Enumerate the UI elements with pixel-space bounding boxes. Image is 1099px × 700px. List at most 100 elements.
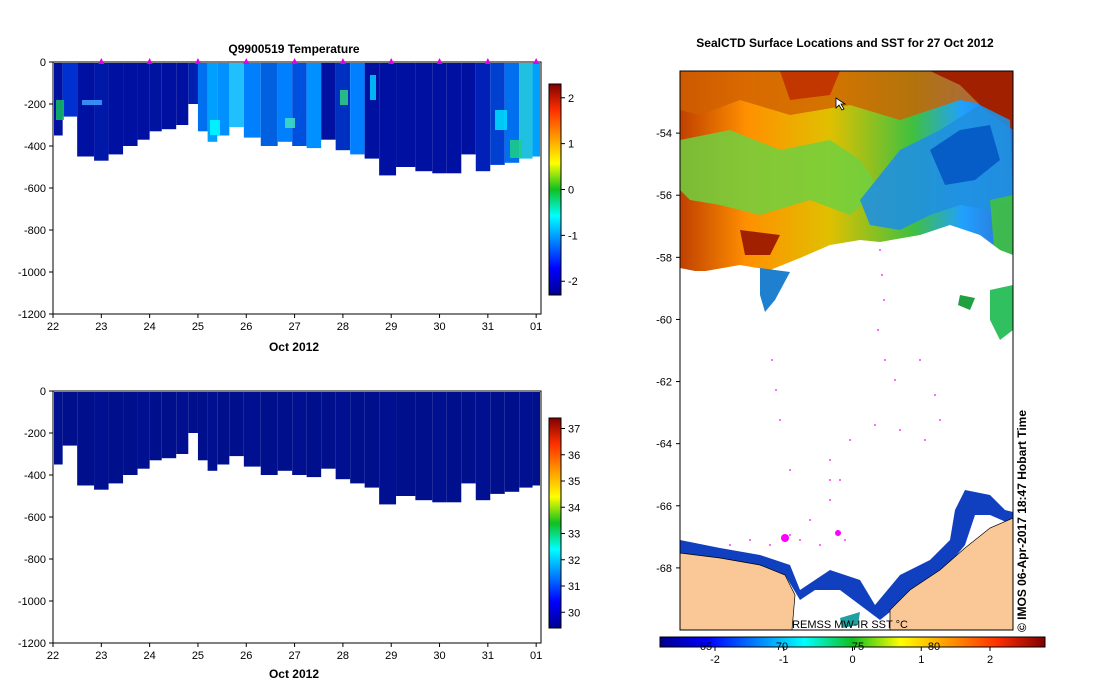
seal-position-cluster xyxy=(781,534,789,542)
salinity-y-tick-label: -600 xyxy=(24,512,46,524)
temperature-x-tick-label: 25 xyxy=(192,321,204,333)
temperature-anomaly-patch xyxy=(510,140,522,158)
salinity-profile-column xyxy=(292,392,307,475)
salinity-x-label: Oct 2012 xyxy=(269,667,319,681)
profile-marker xyxy=(339,58,346,64)
salinity-profile-column xyxy=(379,392,397,505)
temperature-profile-column xyxy=(306,63,322,149)
seal-track-point xyxy=(884,359,886,361)
seal-track-point xyxy=(881,274,883,276)
map-lat-tick-label: -68 xyxy=(656,563,672,575)
sst-colorbar-tick-label: 1 xyxy=(918,654,924,666)
profile-marker xyxy=(533,58,540,64)
salinity-y-tick-label: -1000 xyxy=(18,596,46,608)
profile-marker xyxy=(436,58,443,64)
salinity-x-tick-label: 01 xyxy=(530,650,542,662)
salinity-colorbar-tick-label: 30 xyxy=(568,607,580,619)
temperature-profile-column xyxy=(149,63,162,132)
seal-track-point xyxy=(844,539,846,541)
green-band xyxy=(680,130,880,215)
seal-track-point xyxy=(883,299,885,301)
warm-north-patch xyxy=(780,71,840,100)
salinity-colorbar-tick-label: 31 xyxy=(568,581,580,593)
temperature-anomaly-patch xyxy=(210,120,220,135)
seal-track-point xyxy=(779,419,781,421)
temperature-x-tick-label: 30 xyxy=(433,321,445,333)
seal-track-point xyxy=(874,424,876,426)
temperature-anomaly-patch xyxy=(82,100,102,105)
temperature-anomaly-patch xyxy=(370,75,376,100)
temperature-y-tick-label: -600 xyxy=(24,183,46,195)
salinity-x-tick-label: 22 xyxy=(47,650,59,662)
profile-marker xyxy=(98,58,105,64)
salinity-colorbar-tick-label: 35 xyxy=(568,476,580,488)
temperature-profile-column xyxy=(77,63,95,157)
map-lat-tick-label: -54 xyxy=(656,128,672,140)
seal-track-point xyxy=(819,544,821,546)
seal-track-point xyxy=(789,469,791,471)
temperature-profile-column xyxy=(532,63,540,157)
salinity-y-tick-label: -1200 xyxy=(18,638,46,650)
temperature-x-tick-label: 22 xyxy=(47,321,59,333)
coastal-ice-band xyxy=(680,490,1013,620)
temperature-profile-column xyxy=(188,63,198,104)
seal-track-point xyxy=(877,329,879,331)
temperature-profile-column xyxy=(123,63,138,146)
temperature-profile-column xyxy=(461,63,476,155)
seal-track-point xyxy=(829,499,831,501)
temperature-colorbar-tick-label: 2 xyxy=(568,93,574,105)
cold-core xyxy=(930,125,1000,185)
temperature-profile-column xyxy=(229,63,244,128)
sst-colorbar-tick-label: -2 xyxy=(710,654,720,666)
temperature-x-label: Oct 2012 xyxy=(269,340,319,354)
temperature-profile-column xyxy=(519,63,533,159)
sst-field xyxy=(680,71,1013,500)
profile-marker xyxy=(291,58,298,64)
seal-track-point xyxy=(769,544,771,546)
temperature-profile-column xyxy=(321,63,336,140)
temperature-profile-column xyxy=(475,63,491,172)
warm-northeast-patch xyxy=(930,71,1013,130)
profile-markers xyxy=(98,58,540,64)
profile-marker xyxy=(388,58,395,64)
profile-marker xyxy=(194,58,201,64)
salinity-profile-column xyxy=(415,392,433,501)
salinity-y-tick-label: -400 xyxy=(24,470,46,482)
sst-colorbar-overlay-label: 80 xyxy=(928,641,940,653)
salinity-profile-column xyxy=(62,392,78,446)
mouse-cursor-icon xyxy=(835,97,847,111)
antarctic-coast xyxy=(679,490,1014,631)
temperature-x-tick-label: 23 xyxy=(95,321,107,333)
warm-eddy xyxy=(740,230,780,255)
warm-north-band xyxy=(680,71,1013,120)
map-lat-tick-label: -60 xyxy=(656,314,672,326)
salinity-profile-column xyxy=(229,392,244,457)
temperature-profile-column xyxy=(108,63,124,155)
temperature-anomaly-patch xyxy=(340,90,348,105)
salinity-colorbar-tick-label: 34 xyxy=(568,502,580,514)
temperature-y-tick-label: -1000 xyxy=(18,267,46,279)
temperature-x-tick-label: 27 xyxy=(288,321,300,333)
green-islet xyxy=(958,295,975,310)
salinity-y-tick-label: -800 xyxy=(24,554,46,566)
temperature-profile-column xyxy=(432,63,447,174)
temperature-profile-column xyxy=(94,63,109,161)
salinity-profile-column xyxy=(350,392,365,484)
salinity-colorbar-tick-label: 37 xyxy=(568,424,580,436)
map-frame xyxy=(679,70,1014,631)
salinity-x-tick-label: 28 xyxy=(337,650,349,662)
temperature-colorbar xyxy=(548,83,562,296)
map-colorbar-label: REMSS MW-IR SST °C xyxy=(792,619,908,631)
salinity-profile-column xyxy=(77,392,95,486)
salinity-x-tick-label: 24 xyxy=(144,650,156,662)
temperature-x-tick-label: 24 xyxy=(144,321,156,333)
temperature-profile-column xyxy=(350,63,365,155)
salinity-profile-column xyxy=(519,392,533,488)
sst-colorbar-overlay-ticks: 65 70 75 80 xyxy=(700,641,940,653)
ice-edge-green xyxy=(990,285,1013,340)
sst-map: SealCTD Surface Locations and SST for 27… xyxy=(656,36,1046,666)
salinity-x-tick-label: 29 xyxy=(385,650,397,662)
temperature-anomaly-patch xyxy=(495,110,507,130)
temperature-y-axis: 0 -200 -400 -600 -800 -1000 -1200 xyxy=(18,57,53,321)
temperature-chart: Q9900519 Temperature 0 -200 -400 -600 -800 -1… xyxy=(18,42,578,354)
